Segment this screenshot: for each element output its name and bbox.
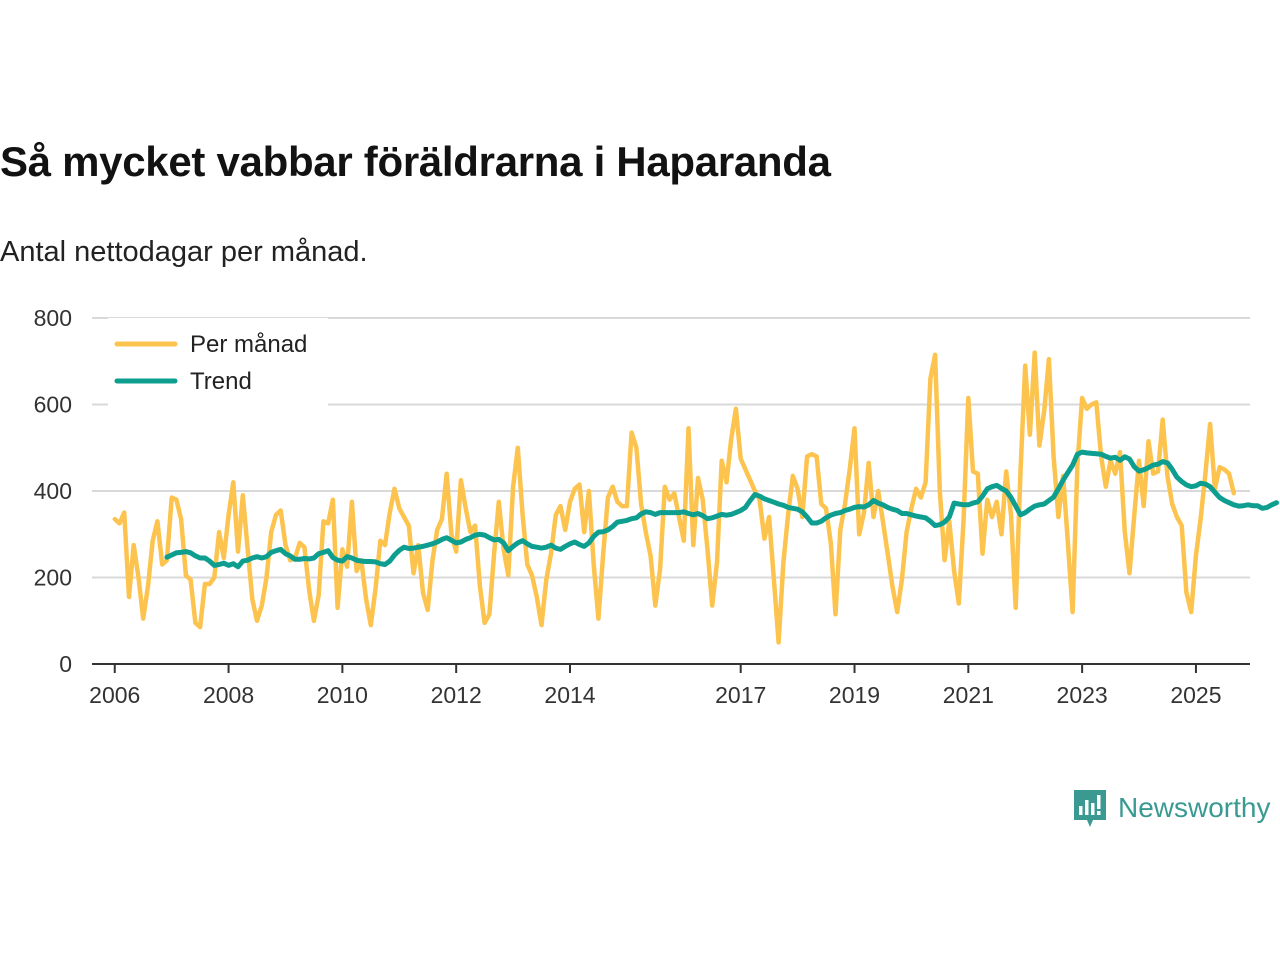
brand-name: Newsworthy [1118, 792, 1271, 823]
legend-background [108, 318, 328, 406]
x-tick-label: 2025 [1170, 682, 1221, 708]
y-tick-label: 800 [34, 305, 72, 331]
series-line-monthly [112, 350, 1237, 645]
x-tick-label: 2017 [715, 682, 766, 708]
legend-label-per-manad: Per månad [190, 331, 307, 358]
x-tick-label: 2010 [317, 682, 368, 708]
newsworthy-logo-icon [1074, 790, 1106, 827]
x-tick-label: 2014 [544, 682, 595, 708]
y-tick-label: 200 [34, 565, 72, 591]
x-tick-label: 2006 [89, 682, 140, 708]
legend-label-trend: Trend [190, 368, 252, 395]
x-tick-label: 2023 [1057, 682, 1108, 708]
x-tick-label: 2008 [203, 682, 254, 708]
x-axis: 2006 2008 2010 2012 2014 2017 2019 2021 2023 2025 [89, 663, 1250, 708]
legend: Per månad Trend [108, 318, 328, 406]
series-line-trend [164, 449, 1279, 570]
series-lines [112, 350, 1279, 645]
y-axis: 0 200 400 600 800 [34, 305, 72, 677]
brand-logo: Newsworthy [1072, 786, 1270, 830]
x-tick-label: 2021 [943, 682, 994, 708]
chart-title: Så mycket vabbar föräldrarna i Haparanda [0, 138, 831, 185]
x-tick-label: 2012 [431, 682, 482, 708]
chart-subtitle: Antal nettodagar per månad. [0, 236, 368, 268]
y-tick-label: 400 [34, 478, 72, 504]
y-tick-label: 0 [59, 651, 72, 677]
x-tick-label: 2019 [829, 682, 880, 708]
y-tick-label: 600 [34, 392, 72, 418]
